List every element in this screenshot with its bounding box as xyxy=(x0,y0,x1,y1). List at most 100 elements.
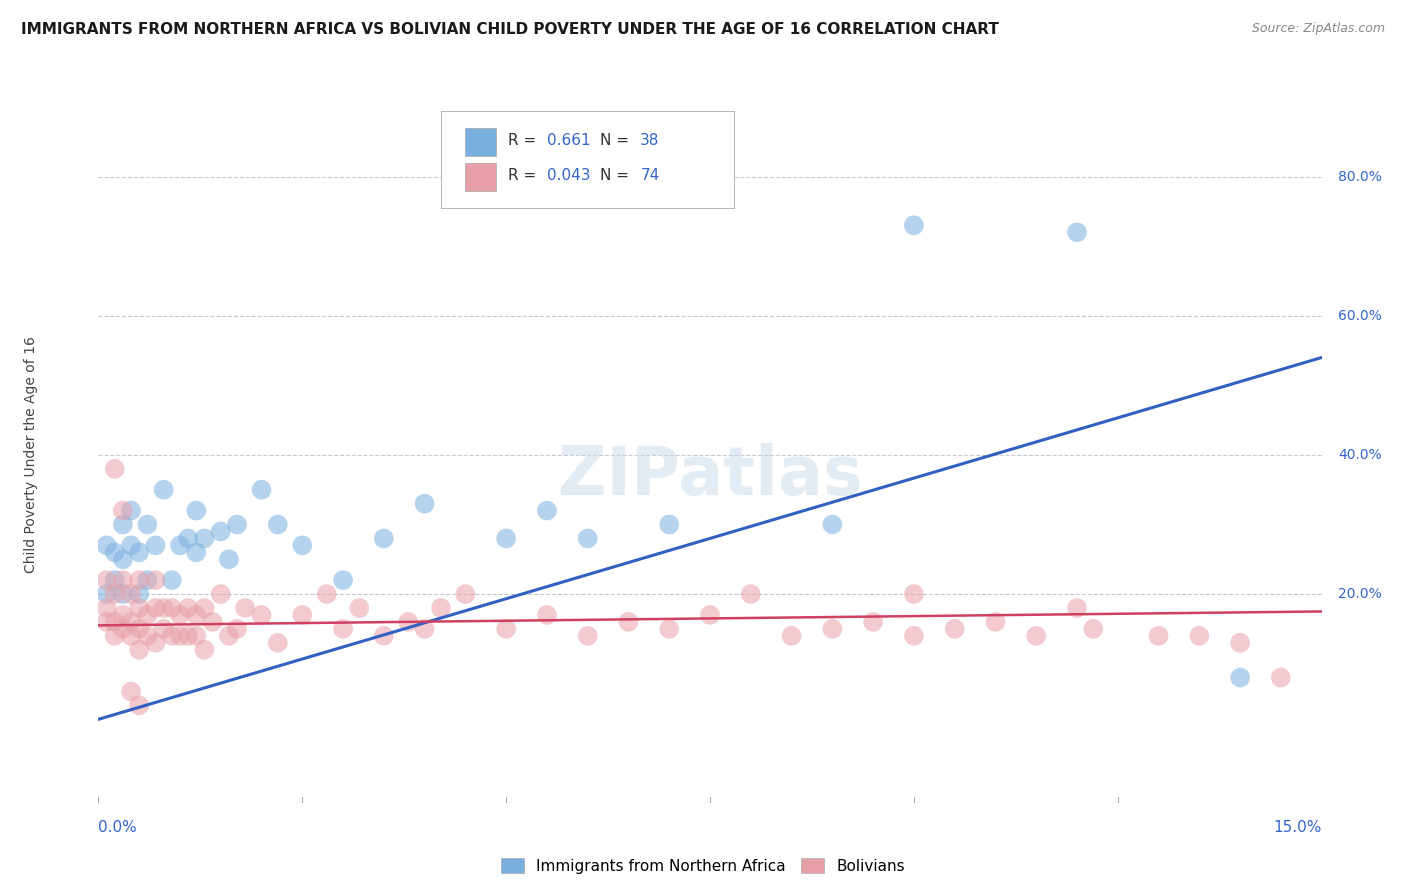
Point xyxy=(160,573,183,587)
Point xyxy=(169,607,191,622)
Point xyxy=(1229,636,1251,650)
Point xyxy=(128,545,150,559)
Point xyxy=(136,517,159,532)
Point xyxy=(233,601,256,615)
Text: 0.043: 0.043 xyxy=(547,168,591,183)
Text: 15.0%: 15.0% xyxy=(1274,821,1322,835)
Text: 40.0%: 40.0% xyxy=(1339,448,1382,462)
Point xyxy=(128,587,150,601)
Point xyxy=(658,517,681,532)
Point xyxy=(1147,629,1170,643)
Point xyxy=(1083,622,1105,636)
Point xyxy=(145,573,167,587)
Point xyxy=(96,601,118,615)
Point xyxy=(120,615,142,629)
Point xyxy=(332,622,354,636)
Point xyxy=(780,629,803,643)
Text: ZIPatlas: ZIPatlas xyxy=(558,442,862,508)
Point xyxy=(111,587,134,601)
Point xyxy=(943,622,966,636)
Point xyxy=(128,622,150,636)
Point xyxy=(96,587,118,601)
Point xyxy=(373,532,395,546)
Point xyxy=(658,622,681,636)
Point xyxy=(128,573,150,587)
Point xyxy=(120,587,142,601)
Point xyxy=(495,532,517,546)
Point xyxy=(177,629,200,643)
Point xyxy=(104,573,127,587)
Point xyxy=(413,622,436,636)
Point xyxy=(96,615,118,629)
Text: R =: R = xyxy=(508,133,541,148)
Point xyxy=(413,497,436,511)
Point xyxy=(111,503,134,517)
Text: Source: ZipAtlas.com: Source: ZipAtlas.com xyxy=(1251,22,1385,36)
Point xyxy=(740,587,762,601)
Point xyxy=(193,601,215,615)
Point xyxy=(536,607,558,622)
Point xyxy=(903,629,925,643)
Point xyxy=(96,573,118,587)
Point xyxy=(104,629,127,643)
Point xyxy=(145,636,167,650)
Point xyxy=(862,615,884,629)
Point xyxy=(177,532,200,546)
Point xyxy=(186,629,208,643)
Point xyxy=(111,573,134,587)
Point xyxy=(430,601,453,615)
Point xyxy=(145,601,167,615)
Point xyxy=(1270,671,1292,685)
Text: IMMIGRANTS FROM NORTHERN AFRICA VS BOLIVIAN CHILD POVERTY UNDER THE AGE OF 16 CO: IMMIGRANTS FROM NORTHERN AFRICA VS BOLIV… xyxy=(21,22,1000,37)
Point xyxy=(821,517,844,532)
Point xyxy=(152,622,174,636)
Point xyxy=(576,532,599,546)
Point xyxy=(136,607,159,622)
Point xyxy=(226,517,249,532)
Point xyxy=(1066,601,1088,615)
Point xyxy=(315,587,337,601)
Point xyxy=(152,601,174,615)
Point xyxy=(152,483,174,497)
FancyBboxPatch shape xyxy=(465,128,496,156)
Text: N =: N = xyxy=(600,133,634,148)
Point xyxy=(1025,629,1047,643)
Point xyxy=(193,642,215,657)
Text: 0.661: 0.661 xyxy=(547,133,591,148)
Point xyxy=(169,538,191,552)
Point xyxy=(104,587,127,601)
Point xyxy=(128,698,150,713)
Point xyxy=(267,636,290,650)
Point xyxy=(617,615,640,629)
Point xyxy=(209,587,232,601)
Point xyxy=(903,587,925,601)
Point xyxy=(267,517,290,532)
FancyBboxPatch shape xyxy=(441,111,734,208)
Point xyxy=(332,573,354,587)
Point xyxy=(128,601,150,615)
Point xyxy=(1188,629,1211,643)
Point xyxy=(120,538,142,552)
Point xyxy=(111,622,134,636)
Point xyxy=(821,622,844,636)
Point xyxy=(454,587,477,601)
Point xyxy=(111,607,134,622)
Point xyxy=(193,532,215,546)
Text: 38: 38 xyxy=(640,133,659,148)
Point xyxy=(136,629,159,643)
Point xyxy=(291,607,314,622)
Point xyxy=(226,622,249,636)
Point xyxy=(576,629,599,643)
Text: Child Poverty Under the Age of 16: Child Poverty Under the Age of 16 xyxy=(24,336,38,574)
Text: 74: 74 xyxy=(640,168,659,183)
FancyBboxPatch shape xyxy=(465,162,496,191)
Point xyxy=(536,503,558,517)
Point xyxy=(903,219,925,233)
Text: R =: R = xyxy=(508,168,541,183)
Text: N =: N = xyxy=(600,168,634,183)
Text: 60.0%: 60.0% xyxy=(1339,309,1382,323)
Point xyxy=(984,615,1007,629)
Point xyxy=(495,622,517,636)
Point xyxy=(218,629,240,643)
Point xyxy=(186,545,208,559)
